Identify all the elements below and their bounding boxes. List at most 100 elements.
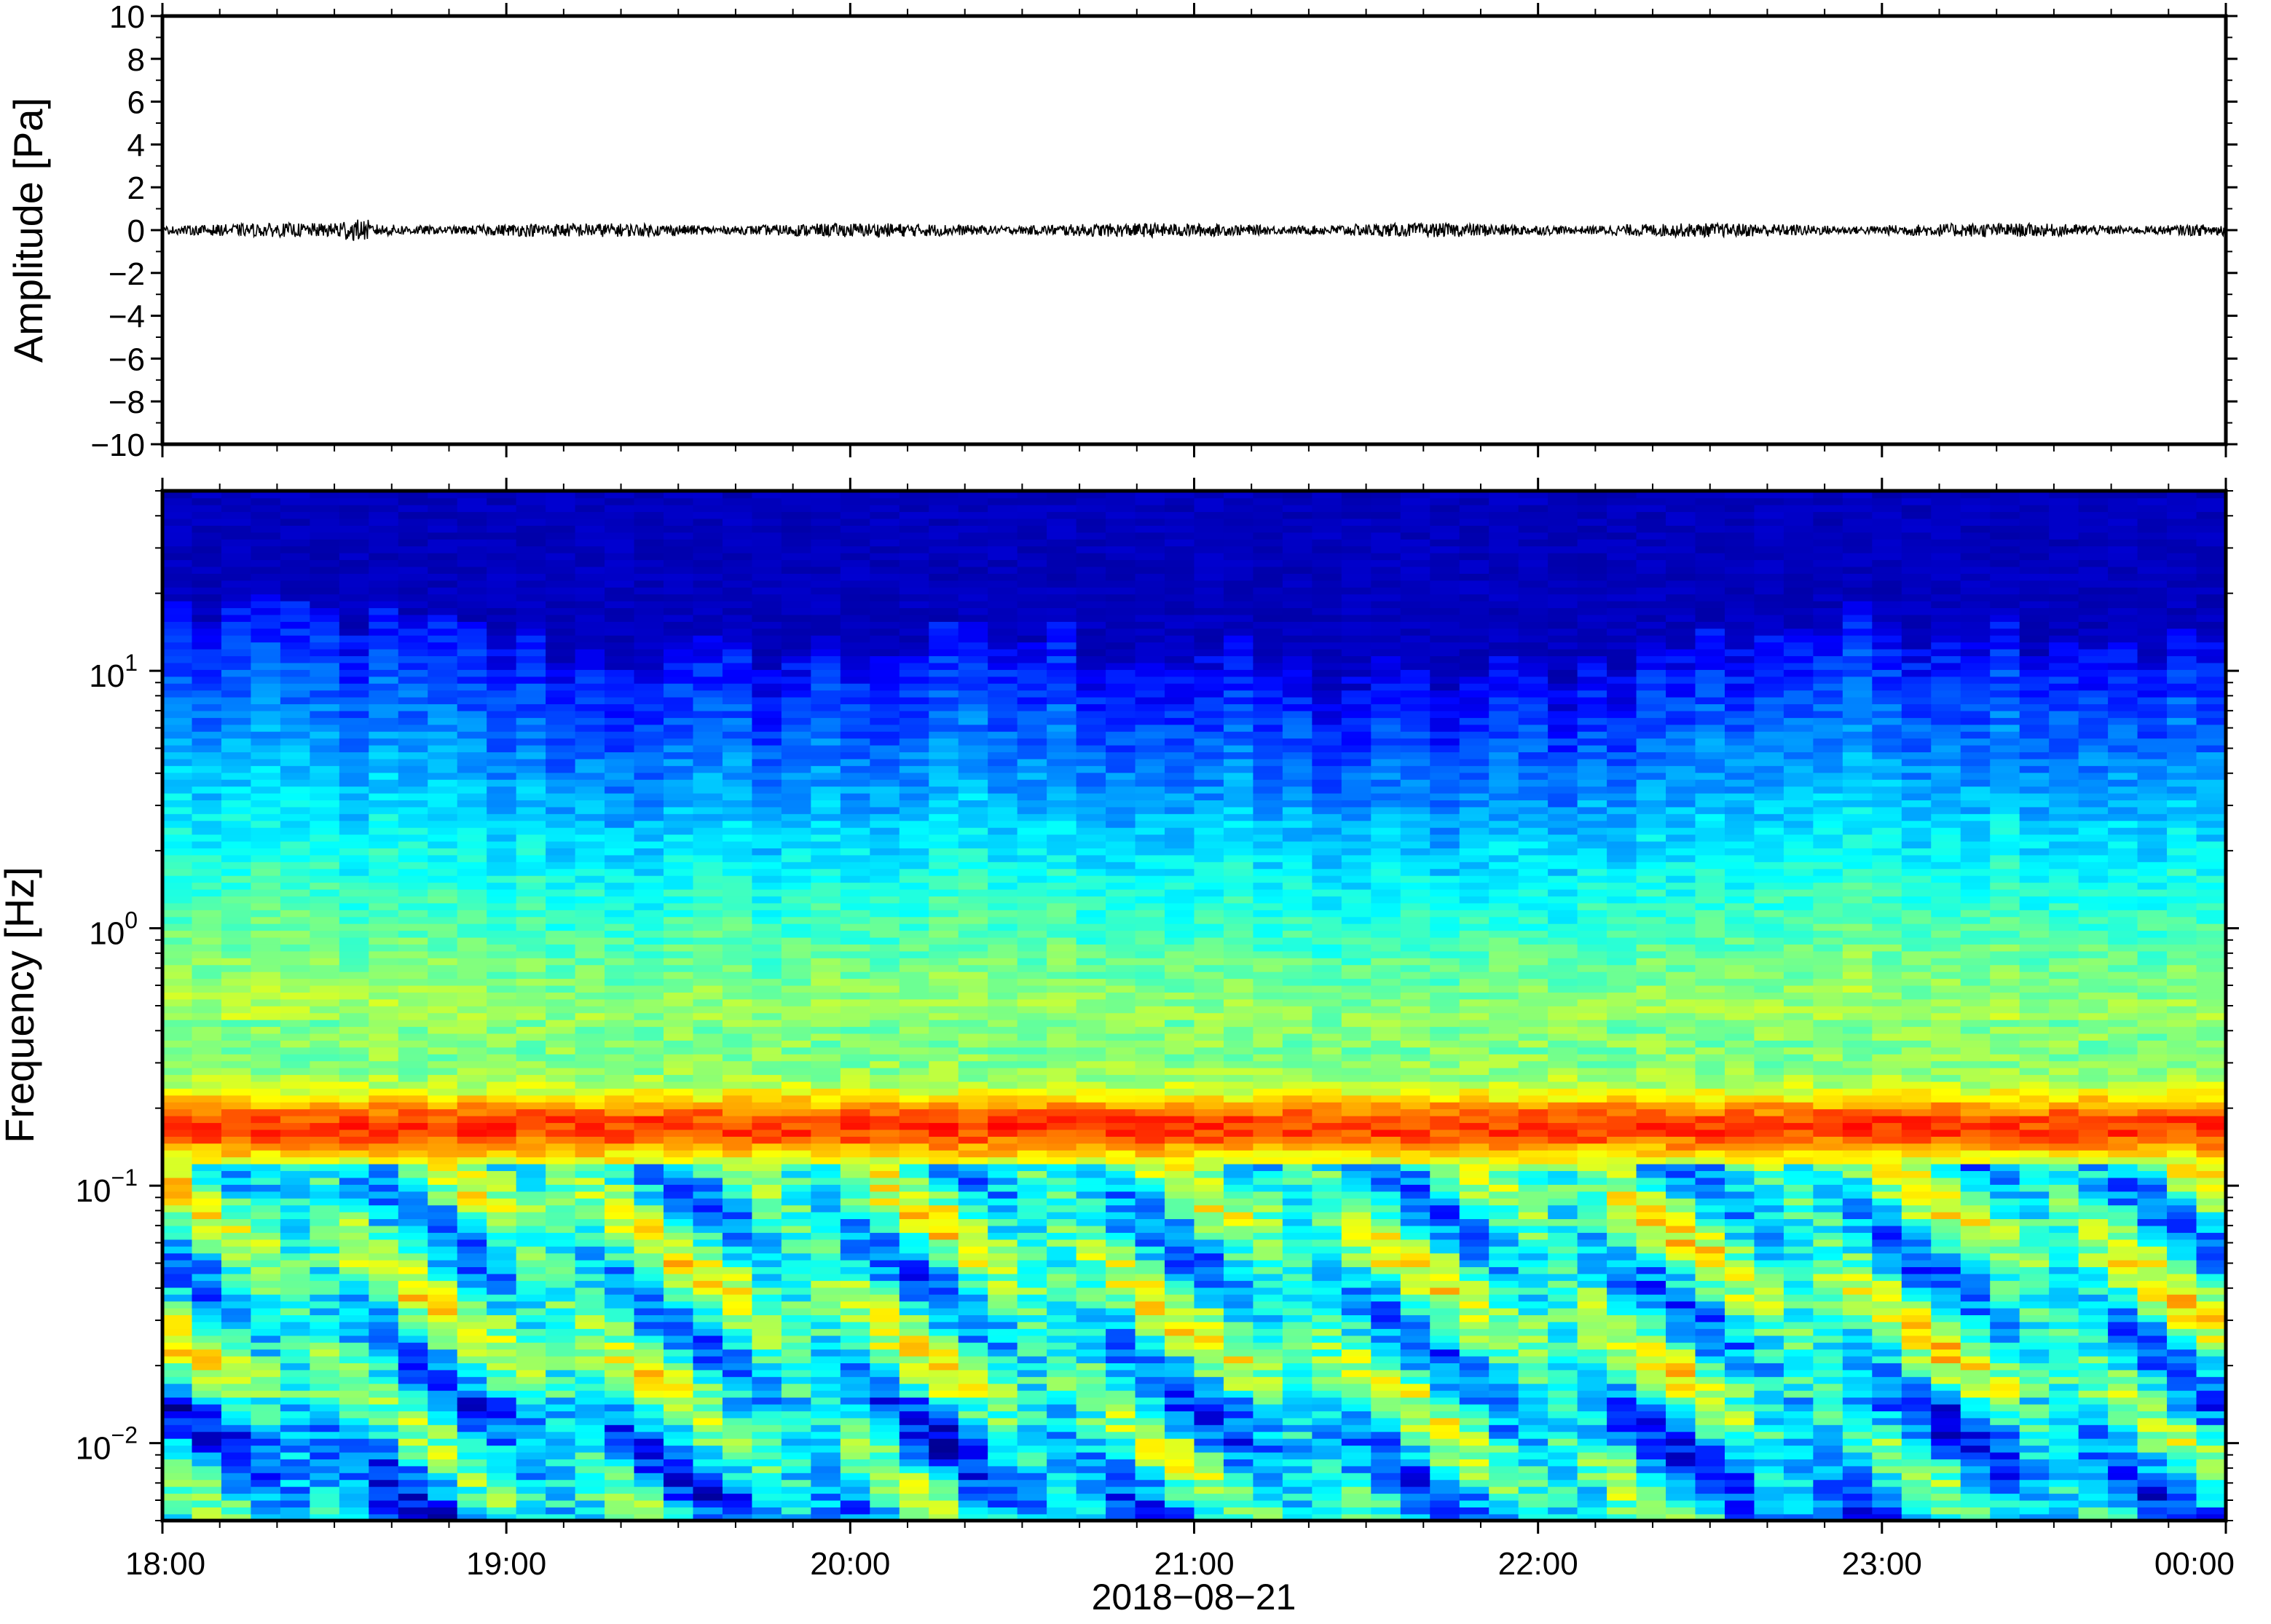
spectrogram-cell: [811, 765, 841, 773]
spectrogram-cell: [1076, 545, 1106, 553]
spectrogram-cell: [722, 696, 753, 705]
spectrogram-cell: [457, 1403, 487, 1411]
spectrogram-cell: [722, 1149, 753, 1158]
spectrogram-cell: [899, 1026, 930, 1034]
spectrogram-cell: [192, 1060, 222, 1068]
spectrogram-cell: [280, 896, 311, 904]
spectrogram-cell: [870, 1499, 900, 1507]
spectrogram-cell: [840, 800, 871, 808]
spectrogram-cell: [310, 655, 340, 663]
spectrogram-cell: [605, 532, 635, 540]
spectrogram-cell: [575, 1507, 605, 1515]
spectrogram-cell: [398, 1046, 429, 1055]
spectrogram-cell: [1017, 923, 1047, 931]
spectrogram-cell: [516, 607, 546, 615]
spectrogram-cell: [487, 1493, 517, 1501]
spectrogram-cell: [899, 992, 930, 1000]
spectrogram-cell: [1106, 1499, 1136, 1507]
spectrogram-cell: [752, 800, 782, 808]
spectrogram-cell: [516, 998, 546, 1006]
spectrogram-cell: [870, 1486, 900, 1494]
spectrogram-cell: [575, 786, 605, 794]
spectrogram-cell: [369, 628, 399, 636]
spectrogram-cell: [487, 586, 517, 595]
spectrogram-cell: [280, 1328, 311, 1336]
spectrogram-cell: [752, 669, 782, 677]
spectrogram-cell: [457, 1074, 487, 1082]
spectrogram-cell: [575, 1006, 605, 1014]
spectrogram-cell: [929, 1459, 959, 1467]
spectrogram-cell: [428, 738, 458, 746]
spectrogram-cell: [929, 1445, 959, 1453]
spectrogram-cell: [899, 1445, 930, 1453]
spectrogram-cell: [280, 820, 311, 828]
spectrogram-cell: [899, 1403, 930, 1411]
spectrogram-cell: [811, 1280, 841, 1288]
spectrogram-cell: [428, 923, 458, 931]
spectrogram-cell: [722, 1403, 753, 1411]
spectrogram-cell: [899, 1307, 930, 1315]
spectrogram-cell: [162, 1053, 193, 1062]
spectrogram-cell: [958, 1115, 988, 1124]
spectrogram-cell: [840, 1349, 871, 1357]
spectrogram-cell: [899, 1383, 930, 1391]
spectrogram-cell: [516, 1129, 546, 1137]
spectrogram-cell: [398, 1473, 429, 1481]
spectrogram-cell: [1017, 1411, 1047, 1419]
spectrogram-cell: [605, 1479, 635, 1487]
spectrogram-cell: [162, 1026, 193, 1034]
spectrogram-cell: [221, 1383, 252, 1391]
spectrogram-cell: [1076, 573, 1106, 581]
spectrogram-cell: [1076, 1507, 1106, 1515]
spectrogram-cell: [369, 779, 399, 787]
spectrogram-cell: [988, 854, 1018, 862]
spectrogram-cell: [546, 930, 576, 938]
spectrogram-cell: [310, 1040, 340, 1048]
spectrogram-cell: [428, 1239, 458, 1247]
spectrogram-cell: [516, 1053, 546, 1062]
spectrogram-cell: [899, 1293, 930, 1302]
spectrogram-cell: [722, 1293, 753, 1302]
spectrogram-cell: [369, 525, 399, 533]
spectrogram-cell: [516, 511, 546, 519]
spectrogram-cell: [516, 806, 546, 814]
spectrogram-cell: [280, 1451, 311, 1459]
spectrogram-cell: [899, 1225, 930, 1233]
spectrogram-cell: [516, 621, 546, 629]
spectrogram-cell: [310, 648, 340, 657]
spectrogram-cell: [811, 614, 841, 622]
spectrogram-cell: [1076, 1328, 1106, 1336]
spectrogram-cell: [1076, 758, 1106, 766]
spectrogram-cell: [811, 868, 841, 876]
spectrogram-cell: [929, 669, 959, 677]
spectrogram-cell: [457, 848, 487, 856]
spectrogram-cell: [664, 1019, 694, 1028]
spectrogram-cell: [398, 902, 429, 910]
spectrogram-cell: [575, 1239, 605, 1247]
spectrogram-cell: [899, 848, 930, 856]
spectrogram-cell: [722, 1335, 753, 1343]
spectrogram-cell: [988, 1067, 1018, 1076]
spectrogram-cell: [310, 772, 340, 780]
spectrogram-cell: [605, 1321, 635, 1329]
spectrogram-cell: [487, 752, 517, 760]
spectrogram-cell: [192, 1280, 222, 1288]
spectrogram-cell: [693, 566, 723, 574]
spectrogram-cell: [339, 504, 370, 513]
spectrogram-cell: [958, 1170, 988, 1178]
spectrogram-cell: [722, 1321, 753, 1329]
spectrogram-cell: [811, 978, 841, 986]
spectrogram-cell: [162, 1417, 193, 1425]
spectrogram-cell: [192, 1197, 222, 1206]
spectrogram-cell: [752, 1335, 782, 1343]
spectrogram-cell: [693, 491, 723, 499]
spectrogram-cell: [664, 1143, 694, 1151]
spectrogram-cell: [398, 992, 429, 1000]
spectrogram-cell: [310, 998, 340, 1006]
spectrogram-cell: [457, 916, 487, 924]
spectrogram-cell: [1076, 1046, 1106, 1055]
spectrogram-cell: [280, 1390, 311, 1398]
spectrogram-cell: [398, 1363, 429, 1371]
spectrogram-cell: [310, 545, 340, 553]
spectrogram-cell: [634, 586, 664, 595]
